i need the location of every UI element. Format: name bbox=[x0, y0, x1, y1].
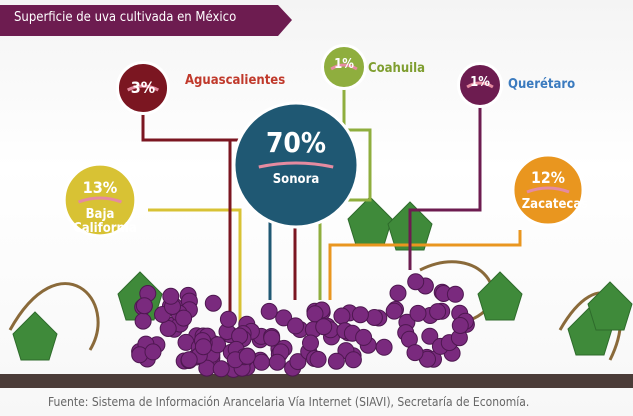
grape bbox=[268, 353, 286, 371]
bubble bbox=[511, 153, 585, 227]
bubble bbox=[115, 60, 171, 116]
leaf bbox=[347, 196, 393, 246]
grape bbox=[194, 338, 212, 356]
swoosh bbox=[526, 186, 570, 194]
category-label: Zacatecas bbox=[521, 197, 589, 212]
connector bbox=[328, 230, 522, 300]
leaf bbox=[12, 311, 58, 361]
bubble bbox=[321, 44, 367, 90]
grape bbox=[389, 284, 407, 302]
value-label: 13% bbox=[82, 177, 118, 197]
grape bbox=[375, 338, 393, 356]
bubble bbox=[232, 101, 360, 229]
chart-title: Superficie de uva cultivada en México bbox=[14, 10, 237, 25]
swoosh bbox=[258, 161, 334, 169]
grape bbox=[162, 287, 180, 305]
grape bbox=[263, 329, 281, 347]
grape bbox=[289, 353, 307, 371]
leaf bbox=[477, 271, 523, 321]
bubble bbox=[62, 162, 138, 238]
grape bbox=[351, 306, 369, 324]
value-label: 12% bbox=[531, 167, 565, 187]
grape bbox=[287, 317, 304, 335]
category-label: Querétaro bbox=[508, 77, 576, 92]
grape bbox=[144, 343, 162, 361]
grape bbox=[253, 353, 271, 371]
grape bbox=[451, 317, 469, 334]
grape bbox=[219, 310, 237, 328]
grape bbox=[421, 327, 439, 345]
grape bbox=[260, 302, 278, 320]
leaf bbox=[587, 281, 633, 331]
source-note: Fuente: Sistema de Información Arancelar… bbox=[48, 395, 530, 409]
grape bbox=[238, 347, 256, 365]
swoosh bbox=[330, 63, 358, 71]
grape bbox=[134, 312, 152, 330]
grape bbox=[407, 273, 425, 291]
title-banner bbox=[0, 5, 292, 36]
bubble bbox=[457, 62, 503, 108]
grape bbox=[327, 352, 345, 370]
value-label: 1% bbox=[470, 75, 490, 90]
category-label: Sonora bbox=[272, 172, 320, 187]
category-label: Baja California bbox=[73, 207, 137, 237]
value-label: 1% bbox=[334, 57, 354, 72]
grape bbox=[315, 318, 333, 336]
grape bbox=[344, 351, 362, 369]
grape bbox=[180, 351, 198, 369]
connector bbox=[408, 106, 482, 270]
grape bbox=[385, 302, 403, 320]
swoosh bbox=[77, 196, 123, 204]
grape bbox=[365, 309, 383, 326]
grape bbox=[204, 294, 222, 312]
category-label: Aguascalientes bbox=[185, 73, 286, 88]
ground bbox=[0, 374, 633, 388]
grape bbox=[309, 350, 327, 368]
grape bbox=[333, 307, 351, 325]
grape bbox=[302, 334, 319, 352]
swoosh bbox=[466, 81, 494, 89]
grape bbox=[212, 360, 230, 378]
grape bbox=[406, 344, 424, 362]
grape bbox=[409, 304, 427, 322]
grape bbox=[429, 303, 447, 321]
category-label: Coahuila bbox=[368, 61, 426, 76]
grape bbox=[275, 309, 293, 327]
value-label: 3% bbox=[130, 78, 156, 97]
grape bbox=[306, 305, 324, 323]
grape bbox=[135, 297, 153, 315]
grape bbox=[175, 309, 193, 327]
connector bbox=[148, 208, 242, 330]
grape bbox=[446, 285, 464, 303]
swoosh bbox=[126, 84, 160, 92]
grape bbox=[355, 328, 373, 346]
value-label: 70% bbox=[265, 125, 327, 159]
